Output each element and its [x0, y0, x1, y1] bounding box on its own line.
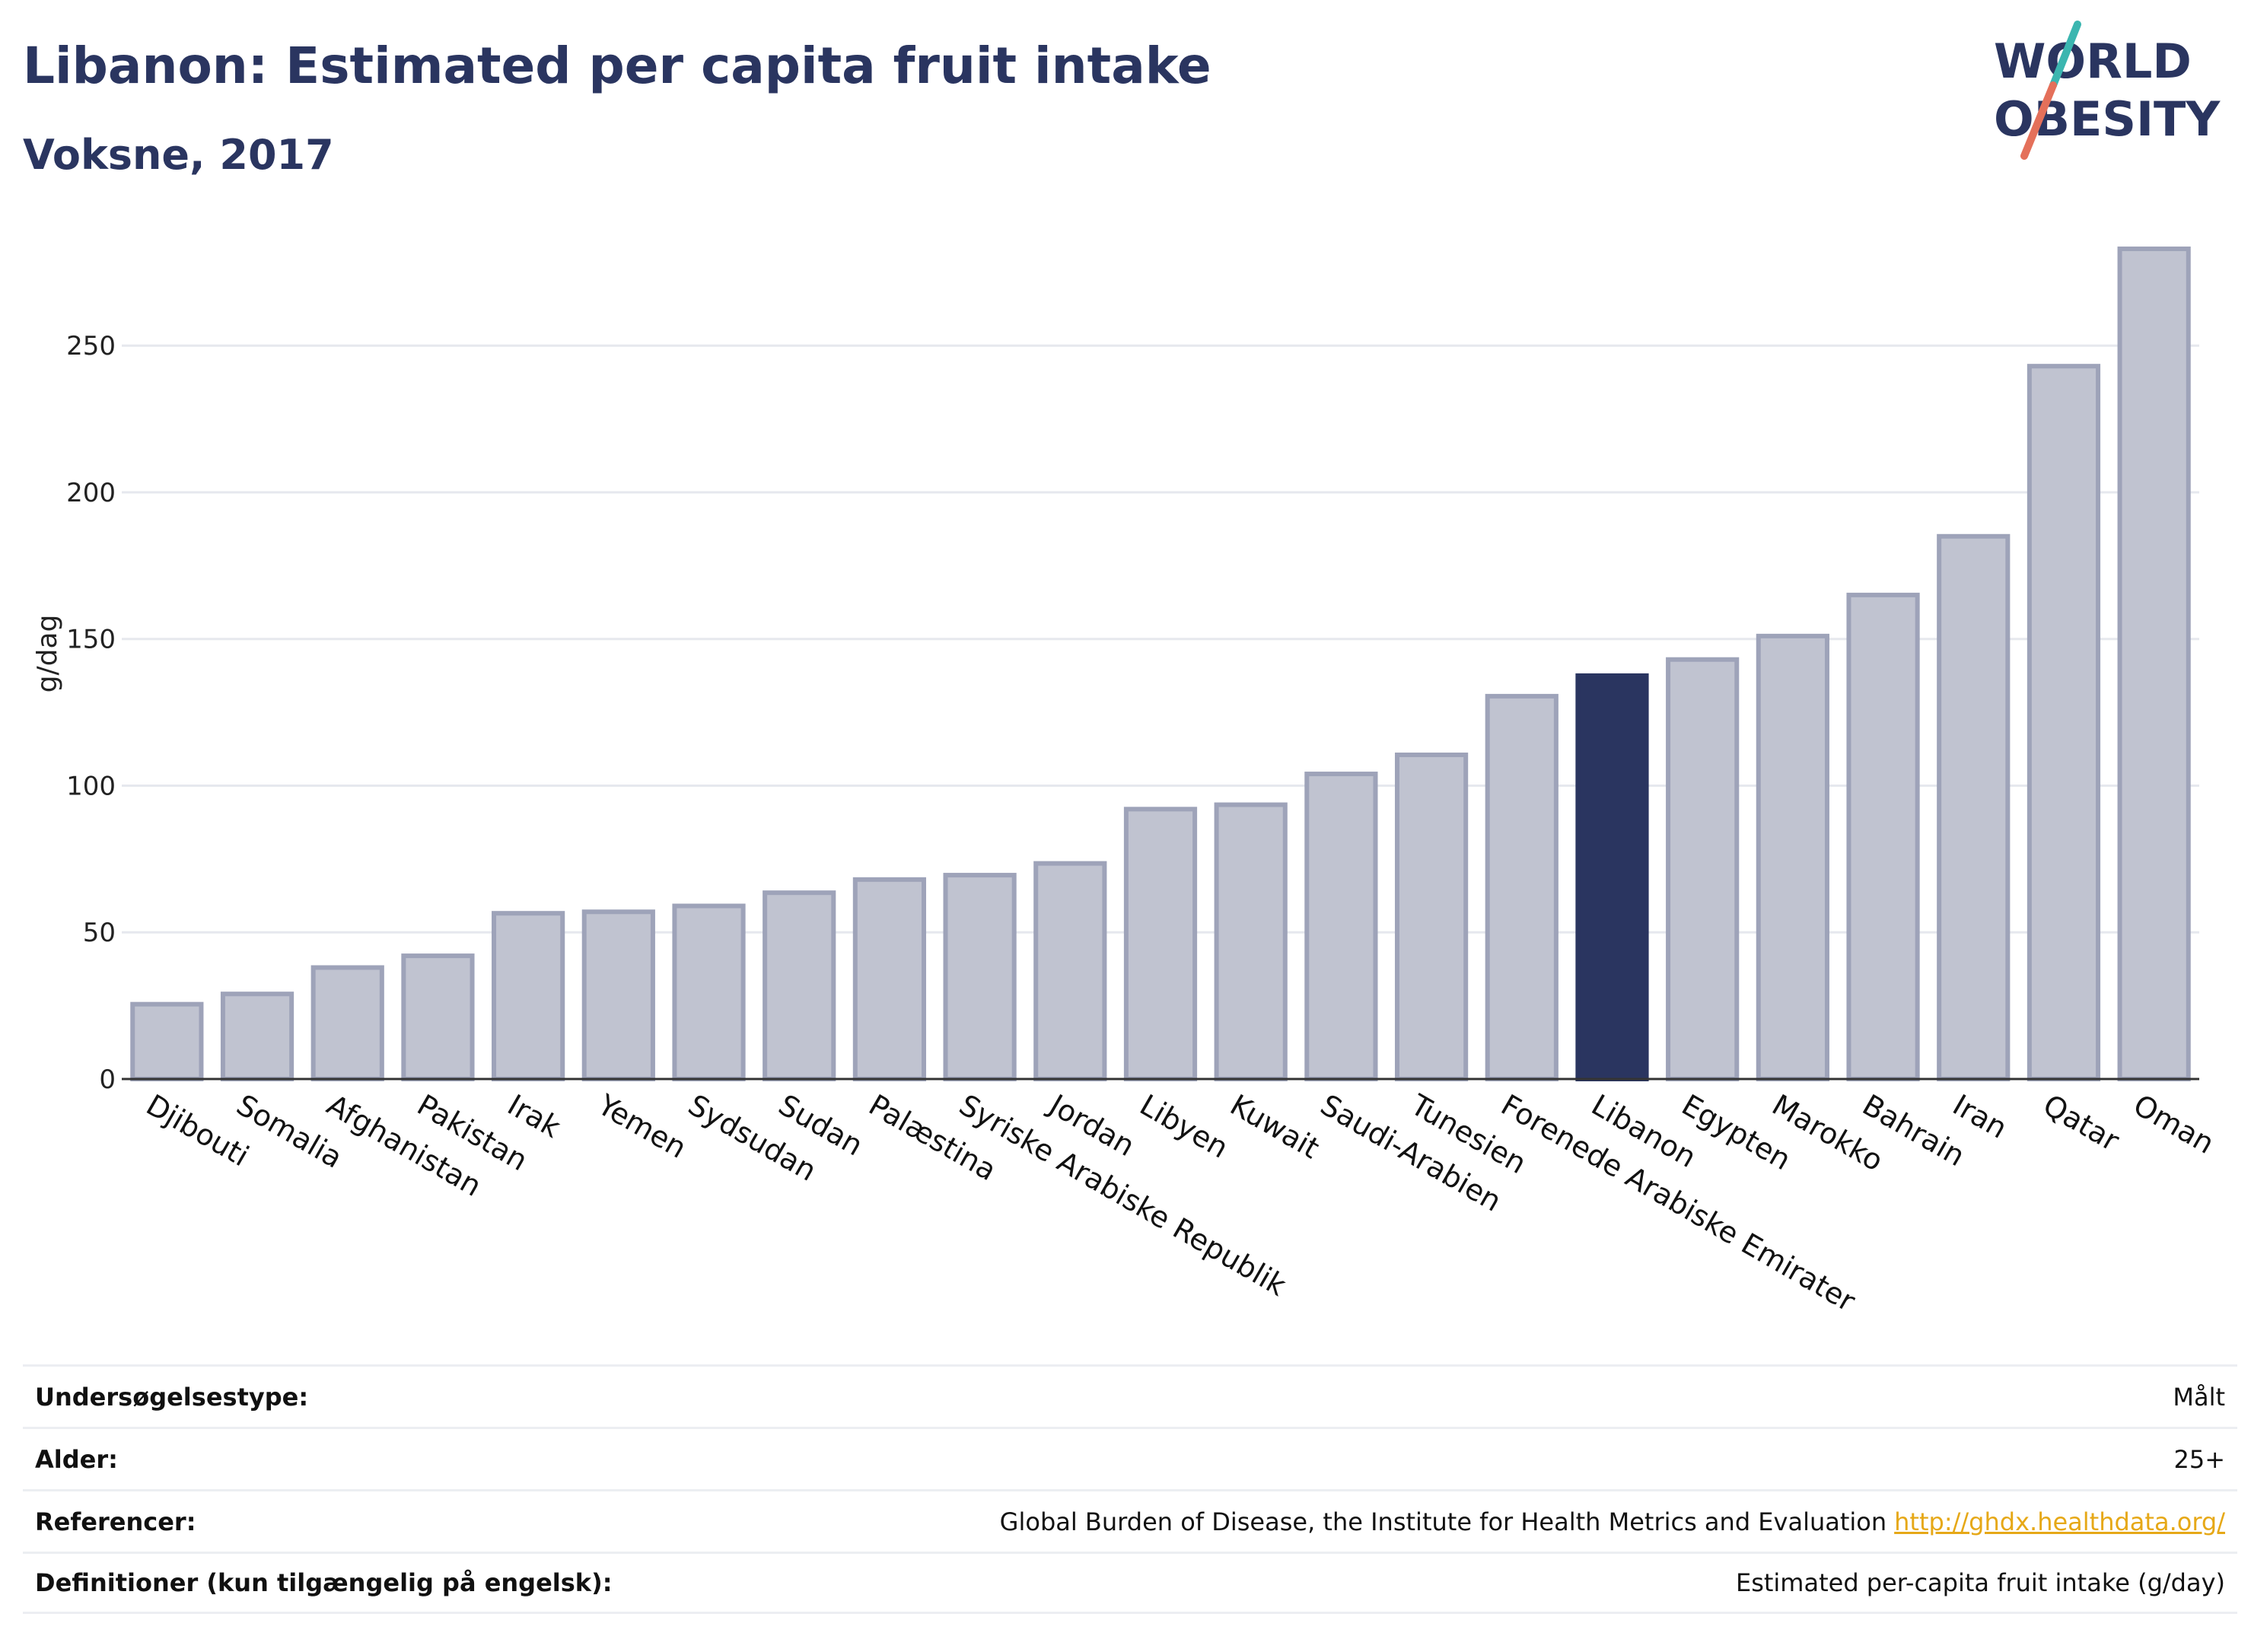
logo-slash-top [2049, 21, 2081, 89]
info-value: Global Burden of Disease, the Institute … [999, 1507, 1887, 1536]
bar-iran[interactable] [1937, 533, 2011, 1081]
bar-djibouti[interactable] [130, 1001, 204, 1082]
bar-palæstina[interactable] [852, 877, 927, 1081]
info-value: 25+ [2173, 1444, 2225, 1474]
world-obesity-logo[interactable]: WORLD OBESITY [1979, 15, 2245, 167]
x-tick-label: Kuwait [1224, 1088, 1325, 1166]
info-value: Estimated per-capita fruit intake (g/day… [1735, 1568, 2225, 1597]
bar-libyen[interactable] [1123, 807, 1198, 1081]
bar-bahrain[interactable] [1846, 592, 1920, 1081]
bar-chart: 050100150200250g/dagDjiboutiSomaliaAfgha… [32, 246, 2220, 1318]
reference-link[interactable]: http://ghdx.healthdata.org/ [1894, 1507, 2225, 1536]
bar-oman[interactable] [2117, 246, 2191, 1081]
bar-qatar[interactable] [2027, 364, 2101, 1081]
info-value: Målt [2173, 1382, 2225, 1412]
info-row-age: Alder: 25+ [23, 1427, 2237, 1489]
logo-slash-bottom [2020, 81, 2057, 160]
bar-kuwait[interactable] [1214, 802, 1288, 1081]
bar-sudan[interactable] [763, 890, 836, 1081]
y-tick-label: 100 [66, 771, 116, 801]
logo-text-world: WORLD [1994, 33, 2192, 89]
x-tick-label: Yemen [591, 1087, 692, 1165]
chart-subtitle: Voksne, 2017 [23, 131, 334, 179]
bar-pakistan[interactable] [401, 953, 475, 1081]
info-value-container: Global Burden of Disease, the Institute … [1000, 1507, 2225, 1536]
info-label: Alder: [35, 1444, 118, 1474]
y-tick-label: 250 [66, 331, 116, 361]
y-axis-title: g/dag [32, 615, 63, 693]
y-tick-label: 150 [66, 625, 116, 655]
bar-afghanistan[interactable] [310, 965, 384, 1081]
y-tick-label: 0 [99, 1065, 116, 1095]
bar-egypten[interactable] [1666, 657, 1740, 1081]
bar-syriske-arabiske-republik[interactable] [943, 873, 1017, 1082]
info-row-survey-type: Undersøgelsestype: Målt [23, 1364, 2237, 1427]
x-tick-label: Qatar [2037, 1088, 2125, 1158]
y-tick-label: 50 [83, 918, 116, 948]
bar-libanon[interactable] [1575, 673, 1649, 1081]
info-label: Referencer: [35, 1507, 196, 1536]
bar-marokko[interactable] [1756, 633, 1829, 1081]
bar-irak[interactable] [492, 911, 565, 1081]
info-label: Undersøgelsestype: [35, 1382, 309, 1412]
x-tick-label: Libyen [1135, 1088, 1234, 1165]
info-row-references: Referencer: Global Burden of Disease, th… [23, 1489, 2237, 1552]
info-table: Undersøgelsestype: Målt Alder: 25+ Refer… [23, 1364, 2237, 1614]
bar-jordan[interactable] [1033, 861, 1107, 1081]
x-tick-label: Oman [2128, 1088, 2220, 1160]
bar-yemen[interactable] [581, 909, 655, 1081]
bar-saudi-arabien[interactable] [1304, 772, 1378, 1081]
info-label: Definitioner (kun tilgængelig på engelsk… [35, 1568, 613, 1597]
bar-somalia[interactable] [220, 992, 295, 1081]
bar-sydsudan[interactable] [672, 903, 746, 1081]
bar-tunesien[interactable] [1394, 753, 1469, 1081]
chart-title: Libanon: Estimated per capita fruit inta… [23, 37, 1211, 95]
bar-forenede-arabiske-emirater[interactable] [1485, 693, 1559, 1082]
y-tick-label: 200 [66, 478, 116, 508]
x-tick-label: Djibouti [141, 1088, 255, 1173]
info-row-definitions: Definitioner (kun tilgængelig på engelsk… [23, 1552, 2237, 1614]
